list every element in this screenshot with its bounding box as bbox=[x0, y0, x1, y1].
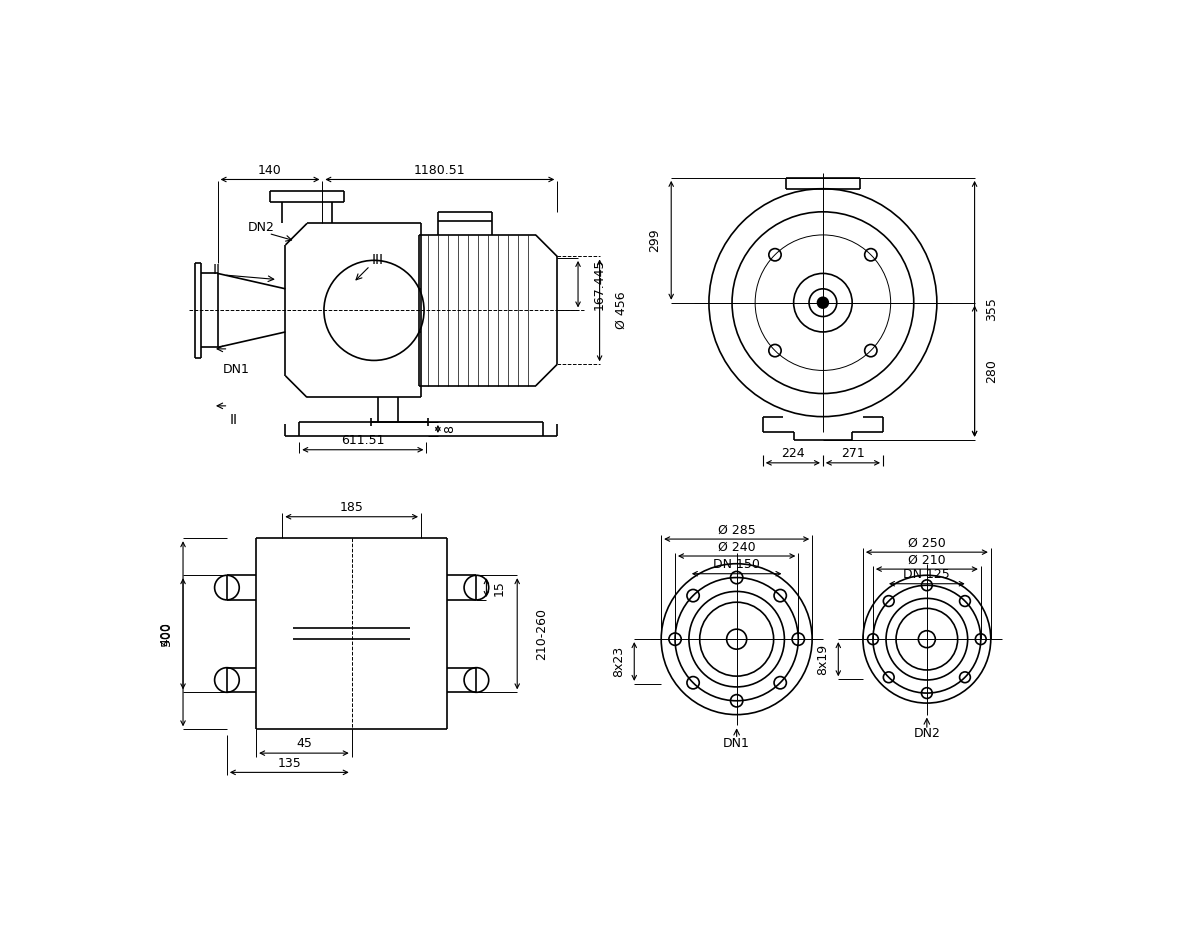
Text: 299: 299 bbox=[648, 228, 661, 252]
Text: 8x19: 8x19 bbox=[816, 643, 829, 675]
Text: II: II bbox=[230, 412, 238, 426]
Text: III: III bbox=[372, 252, 384, 266]
Text: 280: 280 bbox=[985, 359, 998, 384]
Text: DN2: DN2 bbox=[247, 221, 275, 234]
Text: 185: 185 bbox=[340, 501, 364, 514]
Text: 500: 500 bbox=[160, 622, 173, 646]
Text: 400: 400 bbox=[160, 622, 173, 646]
Text: DN1: DN1 bbox=[724, 736, 750, 749]
Text: DN 125: DN 125 bbox=[904, 568, 950, 581]
Text: Ø 456: Ø 456 bbox=[614, 291, 628, 330]
Text: 8: 8 bbox=[443, 425, 456, 433]
Text: Ø 285: Ø 285 bbox=[718, 523, 756, 536]
Text: 355: 355 bbox=[985, 297, 998, 321]
Text: 271: 271 bbox=[841, 447, 865, 460]
Text: DN1: DN1 bbox=[223, 363, 250, 376]
Circle shape bbox=[817, 297, 828, 308]
Text: DN2: DN2 bbox=[913, 726, 941, 739]
Text: Ø 250: Ø 250 bbox=[908, 536, 946, 549]
Text: 8x23: 8x23 bbox=[612, 646, 625, 677]
Text: 135: 135 bbox=[277, 757, 301, 770]
Text: 611.51: 611.51 bbox=[341, 434, 384, 447]
Text: 15: 15 bbox=[492, 580, 505, 596]
Text: Ø 210: Ø 210 bbox=[908, 553, 946, 566]
Text: Ø 240: Ø 240 bbox=[718, 540, 756, 553]
Text: 45: 45 bbox=[296, 737, 312, 750]
Text: 1180.51: 1180.51 bbox=[414, 164, 466, 177]
Text: 140: 140 bbox=[258, 164, 282, 177]
Text: 167.445: 167.445 bbox=[593, 259, 606, 310]
Text: DN 150: DN 150 bbox=[713, 558, 760, 571]
Text: 224: 224 bbox=[781, 447, 805, 460]
Text: 210-260: 210-260 bbox=[535, 608, 548, 660]
Text: II: II bbox=[212, 263, 220, 277]
